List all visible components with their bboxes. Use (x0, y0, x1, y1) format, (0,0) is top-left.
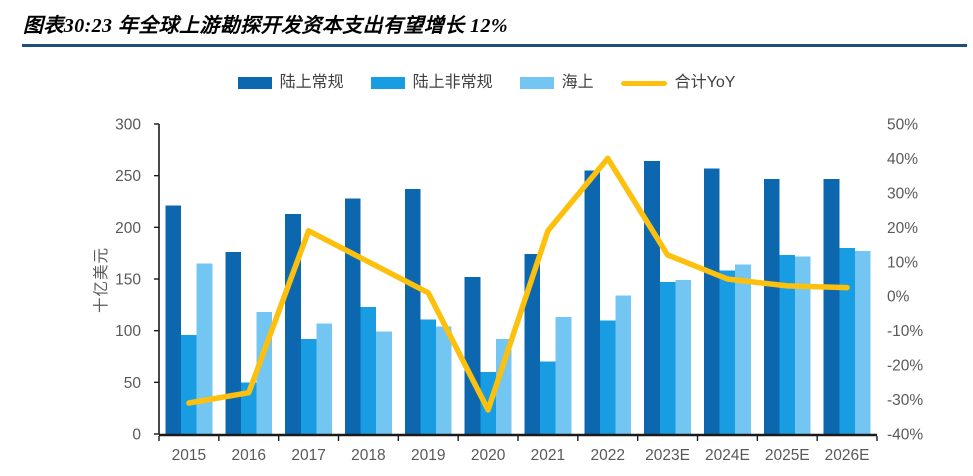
bar-海上-2015 (196, 263, 213, 434)
x-axis-category-label: 2021 (531, 447, 565, 464)
title-divider (22, 44, 967, 47)
bar-海上-2022 (615, 295, 632, 434)
legend-label: 合计YoY (674, 74, 736, 91)
bar-陆上常规-2017 (285, 213, 301, 434)
x-axis-category-label: 2017 (291, 447, 325, 464)
bar-陆上常规-2024E (704, 168, 720, 434)
left-axis-tick-label: 50 (124, 375, 142, 392)
bar-陆上非常规-2019 (420, 319, 437, 434)
bar-陆上常规-2025E (763, 178, 780, 434)
bar-陆上非常规-2021 (540, 361, 556, 434)
legend-label: 陆上非常规 (412, 74, 493, 91)
bar-海上-2018 (376, 331, 392, 434)
figure-title: 图表30:23 年全球上游勘探开发资本支出有望增长 12% (23, 15, 508, 37)
bar-海上-2026E (854, 251, 871, 434)
legend-item-陆上非常规: 陆上非常规 (370, 74, 493, 91)
bar-陆上常规-2023E (644, 161, 660, 434)
bar-海上-2020 (495, 338, 512, 434)
x-axis-category-label: 2023E (645, 447, 690, 464)
bar-海上-2017 (316, 323, 332, 434)
bar-海上-2024E (735, 264, 751, 434)
bar-陆上非常规-2025E (779, 255, 796, 434)
bar-陆上常规-2020 (464, 276, 481, 434)
left-axis-tick-label: 300 (115, 117, 141, 134)
bar-陆上常规-2018 (345, 198, 361, 434)
bar-陆上常规-2026E (823, 178, 840, 434)
right-axis-tick-label: 10% (887, 254, 918, 271)
left-axis-tick-label: 250 (115, 168, 141, 185)
bar-陆上非常规-2015 (181, 334, 197, 434)
bar-海上-2019 (436, 326, 452, 434)
legend-item-陆上常规: 陆上常规 (237, 74, 344, 91)
x-axis-category-label: 2016 (232, 447, 266, 464)
legend-item-合计YoY: 合计YoY (620, 74, 736, 91)
left-axis-title: 十亿美元 (93, 246, 110, 314)
chart-legend: 陆上常规 陆上非常规 海上 合计YoY (0, 71, 973, 95)
total-yoy-line (186, 155, 850, 413)
left-axis-tick-label: 100 (115, 323, 141, 340)
bar-陆上非常规-2023E (659, 282, 676, 434)
right-axis-tick-label: 0% (887, 289, 910, 306)
x-axis-category-label: 2020 (471, 447, 506, 464)
x-axis-category-label: 2024E (705, 447, 750, 464)
right-axis-tick-label: -10% (887, 323, 923, 340)
right-axis-tick-label: -40% (887, 427, 923, 444)
x-axis-category-label: 2019 (411, 447, 445, 464)
bar-陆上非常规-2017 (300, 338, 317, 434)
right-axis-tick-label: 40% (887, 151, 918, 168)
bar-陆上常规-2021 (524, 254, 541, 434)
legend-swatch-bar (519, 77, 554, 89)
x-axis-category-label: 2025E (765, 447, 810, 464)
bar-陆上常规-2015 (165, 205, 182, 434)
bar-陆上非常规-2026E (839, 248, 855, 434)
x-axis-category-label: 2015 (172, 447, 206, 464)
bar-陆上非常规-2018 (360, 306, 377, 434)
bar-陆上常规-2016 (225, 252, 241, 434)
left-axis-tick-label: 0 (132, 427, 141, 444)
x-axis-category-label: 2026E (825, 447, 870, 464)
right-axis-tick-label: -30% (887, 392, 923, 409)
legend-label: 海上 (561, 74, 594, 91)
legend-swatch-bar (370, 77, 405, 89)
bar-陆上非常规-2024E (719, 270, 736, 434)
left-axis-tick-label: 200 (115, 220, 141, 237)
x-axis-category-label: 2018 (351, 447, 385, 464)
bar-陆上非常规-2022 (599, 320, 616, 434)
legend-swatch-line (620, 80, 667, 86)
x-axis-category-label: 2022 (591, 447, 625, 464)
right-axis-tick-label: 30% (887, 185, 918, 202)
right-axis-tick-label: 50% (887, 117, 918, 134)
bar-海上-2025E (795, 256, 811, 434)
bar-陆上常规-2022 (584, 170, 600, 434)
left-axis-tick-label: 150 (115, 272, 141, 289)
right-axis-tick-label: 20% (887, 220, 918, 237)
legend-swatch-bar (237, 77, 272, 89)
bar-海上-2023E (675, 280, 691, 434)
bar-陆上常规-2019 (404, 189, 421, 434)
right-axis-tick-label: -20% (887, 358, 923, 375)
legend-label: 陆上常规 (279, 74, 344, 91)
bar-海上-2021 (555, 317, 572, 434)
legend-item-海上: 海上 (519, 74, 594, 91)
